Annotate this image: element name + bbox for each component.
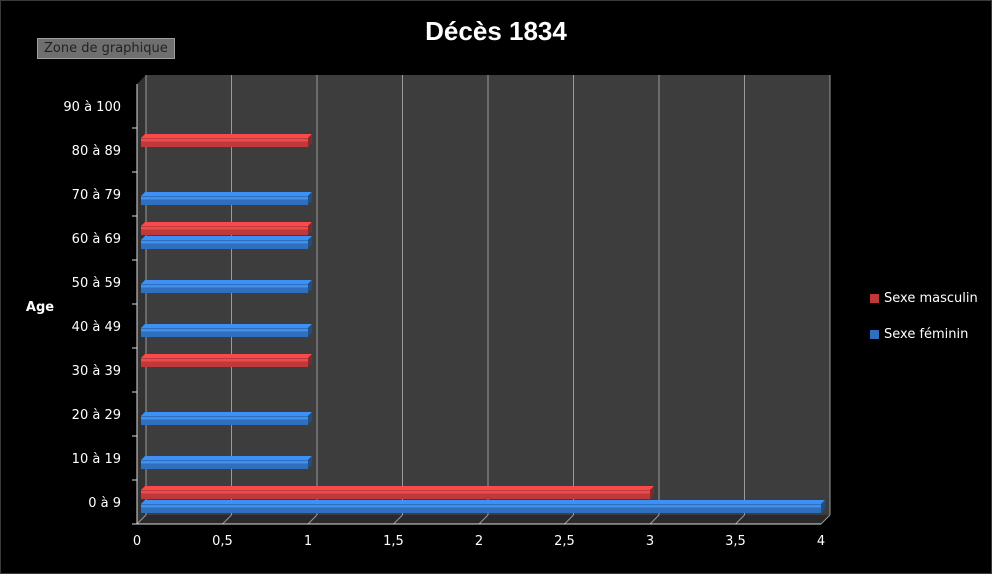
- gridline-floor: [307, 514, 318, 525]
- bar-highlight-sexe-masculin: [141, 491, 650, 494]
- bar-end-sexe-f-minin: [821, 500, 825, 513]
- bar-highlight-sexe-f-minin: [141, 241, 308, 244]
- bar-highlight-sexe-f-minin: [141, 461, 308, 464]
- gridline-floor: [564, 514, 574, 525]
- bar-sexe-f-minin: [141, 460, 308, 469]
- legend-item-sexe-masculin[interactable]: Sexe masculin: [870, 288, 978, 308]
- y-tick-label: 20 à 29: [72, 408, 121, 423]
- y-tick-label: 80 à 89: [72, 144, 121, 159]
- bar-highlight-sexe-f-minin: [141, 197, 308, 200]
- gridline-floor: [820, 514, 831, 525]
- axes: [132, 84, 821, 525]
- y-tick-label: 50 à 59: [72, 276, 121, 291]
- bar-sexe-f-minin: [141, 284, 308, 293]
- bar-end-sexe-masculin: [308, 222, 312, 235]
- bar-top-sexe-f-minin: [141, 236, 312, 240]
- bar-end-sexe-f-minin: [308, 192, 312, 205]
- gridline-floor: [735, 514, 745, 525]
- legend: Sexe masculin Sexe féminin: [870, 288, 978, 360]
- legend-swatch: [870, 293, 879, 303]
- bar-top-sexe-masculin: [141, 222, 312, 226]
- gridline-floor: [222, 514, 232, 525]
- bar-end-sexe-f-minin: [308, 456, 312, 469]
- bar-sexe-f-minin: [141, 416, 308, 425]
- x-tick-label: 1,5: [383, 534, 404, 549]
- y-tick-labels: 0 à 9 10 à 19 20 à 29 30 à 39 40 à 49 50 à 59…: [63, 100, 121, 511]
- bar-end-sexe-f-minin: [308, 412, 312, 425]
- x-tick-label: 0,5: [212, 534, 233, 549]
- y-axis-title: Age: [26, 300, 54, 315]
- bar-sexe-masculin: [141, 226, 308, 235]
- bar-end-sexe-f-minin: [308, 280, 312, 293]
- gridlines: [136, 75, 831, 525]
- bar-sexe-f-minin: [141, 504, 821, 513]
- x-tick-label: 2,5: [554, 534, 575, 549]
- bar-top-sexe-masculin: [141, 134, 312, 138]
- bar-highlight-sexe-masculin: [141, 139, 308, 142]
- y-tick-label: 30 à 39: [72, 364, 121, 379]
- bar-top-sexe-f-minin: [141, 324, 312, 328]
- y-tick-label: 40 à 49: [72, 320, 121, 335]
- bar-top-sexe-f-minin: [141, 192, 312, 196]
- legend-item-sexe-feminin[interactable]: Sexe féminin: [870, 324, 978, 344]
- chart-title: Décès 1834: [425, 16, 567, 46]
- gridline-floor: [649, 514, 660, 525]
- bar-highlight-sexe-f-minin: [141, 329, 308, 332]
- gridline-floor: [393, 514, 403, 525]
- bar-sexe-masculin: [141, 138, 308, 147]
- bar-top-sexe-f-minin: [141, 280, 312, 284]
- bar-end-sexe-masculin: [650, 486, 654, 499]
- bar-end-sexe-masculin: [308, 354, 312, 367]
- x-tick-label: 2: [475, 534, 483, 549]
- bar-highlight-sexe-f-minin: [141, 417, 308, 420]
- y-tick-label: 10 à 19: [72, 452, 121, 467]
- gridline-floor: [478, 514, 489, 525]
- x-tick-label: 3,5: [725, 534, 746, 549]
- bar-highlight-sexe-masculin: [141, 227, 308, 230]
- y-tick-label: 0 à 9: [88, 496, 121, 511]
- bar-end-sexe-f-minin: [308, 236, 312, 249]
- bar-sexe-f-minin: [141, 240, 308, 249]
- x-tick-label: 4: [817, 534, 825, 549]
- x-tick-label: 3: [646, 534, 654, 549]
- legend-label: Sexe féminin: [884, 326, 969, 342]
- bars: [141, 134, 825, 513]
- bar-sexe-masculin: [141, 358, 308, 367]
- y-tick-label: 90 à 100: [63, 100, 121, 115]
- y-tick-label: 60 à 69: [72, 232, 121, 247]
- bar-end-sexe-masculin: [308, 134, 312, 147]
- chart-area-tooltip[interactable]: Zone de graphique: [37, 38, 175, 59]
- x-tick-labels: 0 0,5 1 1,5 2 2,5 3 3,5 4: [133, 534, 825, 549]
- y-tick-label: 70 à 79: [72, 188, 121, 203]
- bar-top-sexe-f-minin: [141, 412, 312, 416]
- gridline-floor: [136, 514, 147, 525]
- bar-sexe-masculin: [141, 490, 650, 499]
- bar-top-sexe-masculin: [141, 354, 312, 358]
- bar-sexe-f-minin: [141, 196, 308, 205]
- bar-top-sexe-masculin: [141, 486, 654, 490]
- bar-highlight-sexe-f-minin: [141, 285, 308, 288]
- bar-top-sexe-f-minin: [141, 500, 825, 504]
- legend-label: Sexe masculin: [884, 290, 978, 306]
- bar-highlight-sexe-f-minin: [141, 505, 821, 508]
- bar-top-sexe-f-minin: [141, 456, 312, 460]
- x-tick-label: 1: [304, 534, 312, 549]
- x-tick-label: 0: [133, 534, 141, 549]
- bar-highlight-sexe-masculin: [141, 359, 308, 362]
- plot-side-wall: [137, 75, 146, 524]
- bar-end-sexe-f-minin: [308, 324, 312, 337]
- legend-swatch: [870, 329, 879, 339]
- bar-sexe-f-minin: [141, 328, 308, 337]
